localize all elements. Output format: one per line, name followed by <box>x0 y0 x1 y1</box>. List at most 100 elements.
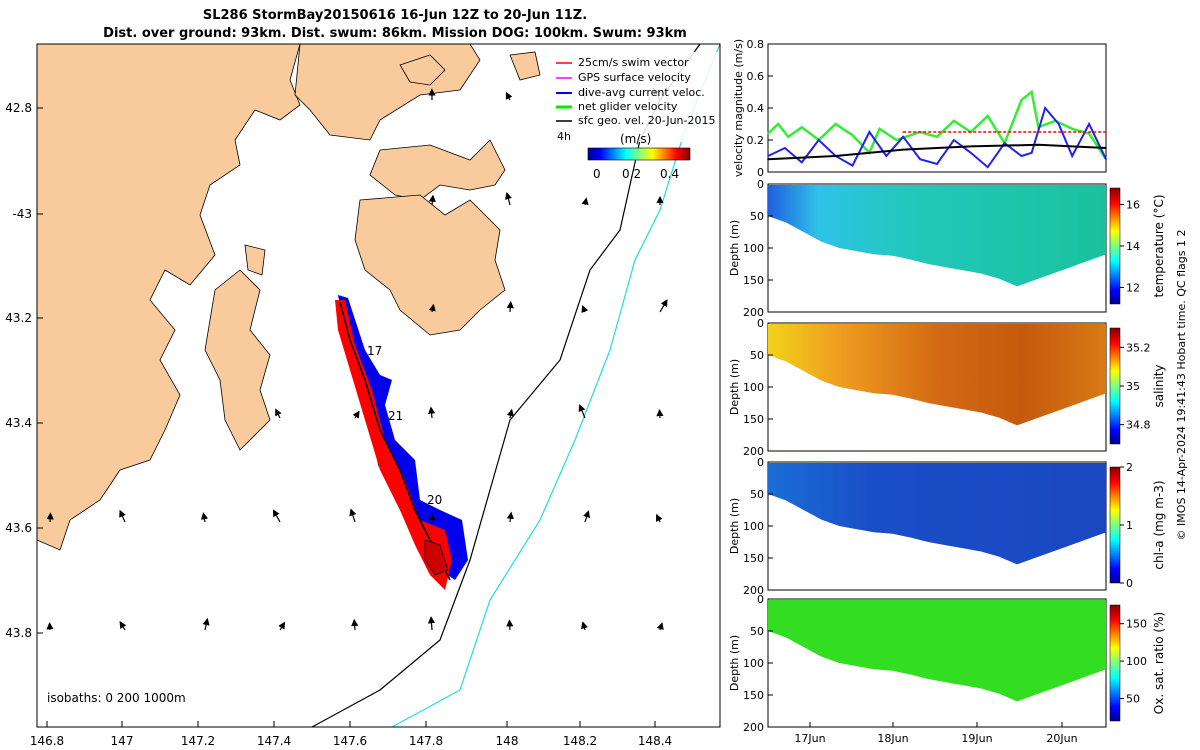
velocity-point <box>767 158 769 160</box>
sfc-velocity-arrow <box>352 410 360 419</box>
track-label-1: 21 <box>388 409 403 423</box>
section-ylabel: Depth (m) <box>728 220 741 276</box>
cbar-tick-label: 2 <box>1126 461 1133 474</box>
velocity-point <box>1105 158 1107 160</box>
map-axis-ticks: 146.8 147 147.2 147.4 147.6 147.8 148 148.2 148.… <box>5 101 672 748</box>
section-ytick-label: 100 <box>743 381 764 394</box>
cbar-tick-label: 1 <box>1126 519 1133 532</box>
velocity-point <box>986 166 989 168</box>
velocity-point <box>953 120 955 122</box>
velocity-point <box>986 115 989 117</box>
sfc-velocity-arrow <box>200 512 209 523</box>
sfc-velocity-arrow <box>659 299 668 313</box>
oxygen-section <box>767 598 1121 728</box>
velocity-point <box>1020 99 1023 101</box>
section-ytick-label: 200 <box>743 584 764 597</box>
cbar-tick-label: 100 <box>1126 655 1147 668</box>
cbar-tick-label: 16 <box>1126 199 1140 212</box>
section-ytick-label: 50 <box>750 210 764 223</box>
cbar-label: chl-a (mg m-3) <box>1152 480 1166 569</box>
map-lat-tick-label: 43.6 <box>5 521 32 535</box>
velocity-point <box>936 136 938 138</box>
velocity-ytick-label: 0.2 <box>747 134 765 147</box>
velocity-chart: 0 0.2 0.4 0.6 0.8 velocity magnitude (m/s) <box>732 38 1108 179</box>
section-ytick-label: 150 <box>743 274 764 287</box>
sfc-velocity-arrow <box>119 621 127 631</box>
map-colorbar <box>587 147 691 161</box>
track-label-2: 20 <box>427 493 442 507</box>
velocity-point <box>767 155 769 157</box>
velocity-point <box>784 147 786 149</box>
chla-section <box>767 461 1121 591</box>
temperature-section <box>767 183 1121 313</box>
velocity-point <box>817 139 820 141</box>
cbar-tick-label: 0 <box>1126 577 1133 590</box>
sfc-velocity-arrow <box>428 303 436 313</box>
velocity-point <box>1071 128 1073 130</box>
sfc-velocity-arrow <box>655 513 663 523</box>
velocity-ytick-label: 0.4 <box>747 102 765 115</box>
section-ytick-label: 100 <box>743 657 764 670</box>
velocity-point <box>885 155 888 157</box>
sfc-velocity-arrow <box>581 621 588 631</box>
isobath-1000 <box>391 43 721 728</box>
track-label-0: 17 <box>367 344 382 358</box>
sfc-velocity-arrows <box>46 87 668 631</box>
sfc-velocity-arrow <box>349 508 357 523</box>
section-ytick-label: 50 <box>750 349 764 362</box>
sfc-velocity-arrow <box>578 404 586 419</box>
legend-label-gps: GPS surface velocity <box>578 71 691 84</box>
cbar-tick-label: 35.2 <box>1126 341 1151 354</box>
oxygen-colorbar <box>1109 604 1121 722</box>
cbar-tick-label: 34.8 <box>1126 419 1151 432</box>
isobaths-label: isobaths: 0 200 1000m <box>47 691 186 705</box>
velocity-point <box>1088 132 1090 135</box>
velocity-point <box>919 158 921 160</box>
velocity-point <box>1037 144 1040 146</box>
section-xtick-label: 18Jun <box>877 732 908 745</box>
velocity-series-line <box>767 105 1107 169</box>
velocity-point <box>1044 107 1046 109</box>
sfc-velocity-arrow <box>656 622 664 631</box>
velocity-ytick-label: 0 <box>757 166 764 179</box>
map-lon-tick-label: 148.2 <box>563 734 597 748</box>
velocity-point <box>834 123 837 125</box>
section-ytick-label: 150 <box>743 413 764 426</box>
velocity-point <box>868 131 871 133</box>
map-lon-tick-label: 147.4 <box>257 734 291 748</box>
sfc-velocity-arrow <box>656 408 664 419</box>
velocity-point <box>1088 123 1090 125</box>
velocity-point <box>767 132 769 135</box>
map-lon-tick-label: 148 <box>496 734 519 748</box>
velocity-point <box>1105 131 1107 133</box>
sfc-velocity-arrow <box>506 408 514 419</box>
velocity-point <box>1020 155 1023 157</box>
cbar-tick-label: 50 <box>1126 693 1140 706</box>
cbar-label: salinity <box>1152 364 1166 407</box>
velocity-point <box>1105 147 1107 149</box>
velocity-ytick-label: 0.6 <box>747 70 765 83</box>
sfc-velocity-arrow <box>506 619 514 631</box>
velocity-point <box>834 155 837 157</box>
map-lon-tick-label: 147.2 <box>181 734 215 748</box>
velocity-point <box>801 126 803 128</box>
map-lon-tick-label: 147.8 <box>409 734 443 748</box>
map-lat-tick-label: 43.8 <box>5 626 32 640</box>
cbar-tick-label: 150 <box>1126 618 1147 631</box>
sfc-velocity-arrow <box>583 510 591 523</box>
section-ytick-label: 150 <box>743 552 764 565</box>
velocity-point <box>953 139 955 141</box>
map-lat-tick-label: 43.2 <box>5 311 32 325</box>
map-cbar-tick-0: 0 <box>593 167 601 181</box>
sfc-velocity-arrow <box>506 511 514 523</box>
sfc-velocity-arrow <box>581 304 589 313</box>
velocity-point <box>878 128 881 130</box>
velocity-ylabel: velocity magnitude (m/s) <box>732 39 745 177</box>
section-xtick-label: 20Jun <box>1046 732 1077 745</box>
velocity-point <box>851 134 854 136</box>
velocity-point <box>1071 155 1073 157</box>
velocity-point <box>970 152 972 154</box>
map-lon-tick-label: 148.4 <box>638 734 672 748</box>
